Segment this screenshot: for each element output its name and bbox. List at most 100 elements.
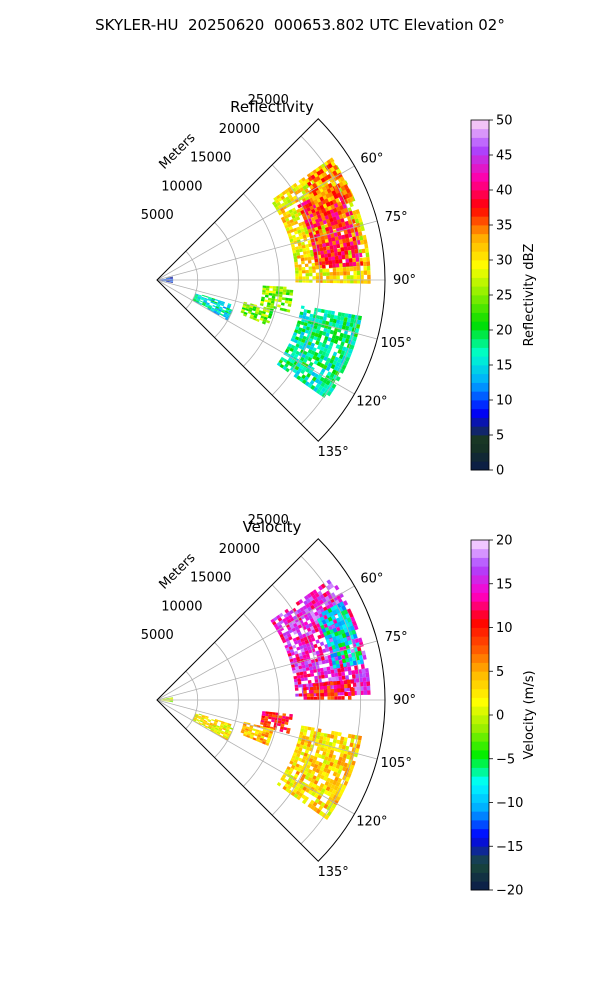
echo-cell xyxy=(261,717,265,721)
echo-cell xyxy=(198,722,203,725)
echo-cell xyxy=(307,356,313,362)
echo-cell xyxy=(310,727,315,732)
echo-cell xyxy=(315,789,321,795)
echo-cell xyxy=(325,202,331,207)
colorbar-band xyxy=(471,767,489,777)
echo-cell xyxy=(264,716,269,719)
echo-cell xyxy=(307,228,312,233)
echo-cell xyxy=(314,597,319,603)
echo-cell xyxy=(313,602,318,608)
echo-cell xyxy=(292,788,298,794)
echo-cell xyxy=(291,234,296,239)
echo-cell xyxy=(293,353,299,359)
echo-cell xyxy=(335,796,341,802)
echo-cell xyxy=(339,320,344,325)
echo-cell xyxy=(336,680,341,685)
echo-cell xyxy=(341,312,346,318)
echo-cell xyxy=(265,288,270,291)
echo-cell xyxy=(271,719,275,723)
echo-cell xyxy=(222,726,227,729)
echo-cell xyxy=(308,338,314,343)
echo-cell xyxy=(309,192,315,198)
echo-cell xyxy=(345,776,350,782)
echo-cell xyxy=(219,306,223,310)
echo-cell xyxy=(258,310,263,314)
echo-cell xyxy=(294,336,300,341)
echo-cell xyxy=(329,611,334,617)
echo-cell xyxy=(312,589,318,595)
echo-cell xyxy=(318,599,324,605)
echo-cell xyxy=(293,759,298,764)
echo-cell xyxy=(303,693,307,697)
echo-cell xyxy=(330,681,334,686)
echo-cell xyxy=(340,350,346,356)
echo-cell xyxy=(293,773,299,779)
echo-cell xyxy=(320,801,326,808)
echo-cell xyxy=(324,309,329,314)
echo-cell xyxy=(307,680,312,684)
colorbar-band xyxy=(471,417,489,427)
echo-cell xyxy=(352,210,357,216)
echo-cell xyxy=(336,275,340,280)
colorbar-band xyxy=(471,181,489,191)
echo-cell xyxy=(308,361,314,367)
echo-cell xyxy=(281,297,286,301)
echo-cell xyxy=(318,358,324,363)
echo-cell xyxy=(286,780,291,785)
echo-cell xyxy=(218,300,222,303)
azimuth-gridline xyxy=(156,279,378,340)
echo-cell xyxy=(208,297,212,301)
echo-cell xyxy=(346,772,352,778)
echo-cell xyxy=(169,276,173,278)
echo-cell xyxy=(322,194,328,200)
echo-cell xyxy=(300,331,305,336)
echo-cell xyxy=(254,733,258,737)
sector-frame xyxy=(156,538,386,862)
echo-cell xyxy=(304,726,309,730)
echo-cell xyxy=(329,329,335,335)
echo-cell xyxy=(331,730,335,736)
colorbar-band xyxy=(471,216,489,226)
echo-cell xyxy=(289,767,294,772)
echo-cell xyxy=(216,732,220,736)
echo-cell xyxy=(265,742,270,746)
echo-cell xyxy=(290,764,296,770)
echo-cell xyxy=(298,327,303,332)
echo-cell xyxy=(263,722,268,726)
echo-cell xyxy=(312,245,317,250)
echo-cell xyxy=(309,669,314,674)
echo-cell xyxy=(364,668,369,673)
echo-cell xyxy=(319,204,325,210)
echo-cell xyxy=(327,234,332,239)
echo-cell xyxy=(356,744,361,749)
echo-cell xyxy=(311,266,316,270)
echo-cell xyxy=(212,304,217,308)
echo-cell xyxy=(343,609,349,615)
echo-cell xyxy=(289,366,295,372)
echo-cell xyxy=(346,687,350,692)
echo-cell xyxy=(281,202,286,207)
echo-cell xyxy=(333,330,338,336)
echo-cell xyxy=(294,198,299,203)
echo-cell xyxy=(327,607,333,614)
echo-cell xyxy=(330,248,335,254)
echo-cell xyxy=(329,629,335,634)
echo-cell xyxy=(328,753,333,759)
echo-cell xyxy=(283,358,288,364)
echo-cell xyxy=(326,246,331,251)
echo-cell xyxy=(323,747,328,753)
echo-cell xyxy=(328,677,332,682)
echo-cell xyxy=(162,698,167,700)
echo-cell xyxy=(199,720,204,723)
echo-cell xyxy=(308,601,314,607)
echo-cell xyxy=(324,674,329,679)
echo-cell xyxy=(354,248,359,254)
echo-cell xyxy=(351,253,356,259)
echo-cell xyxy=(319,363,325,369)
echo-cell xyxy=(319,747,325,752)
echo-cell xyxy=(311,594,317,600)
echo-cell xyxy=(349,262,353,267)
echo-cell xyxy=(313,351,319,357)
echo-cell xyxy=(324,198,329,204)
echo-cell xyxy=(333,365,339,371)
